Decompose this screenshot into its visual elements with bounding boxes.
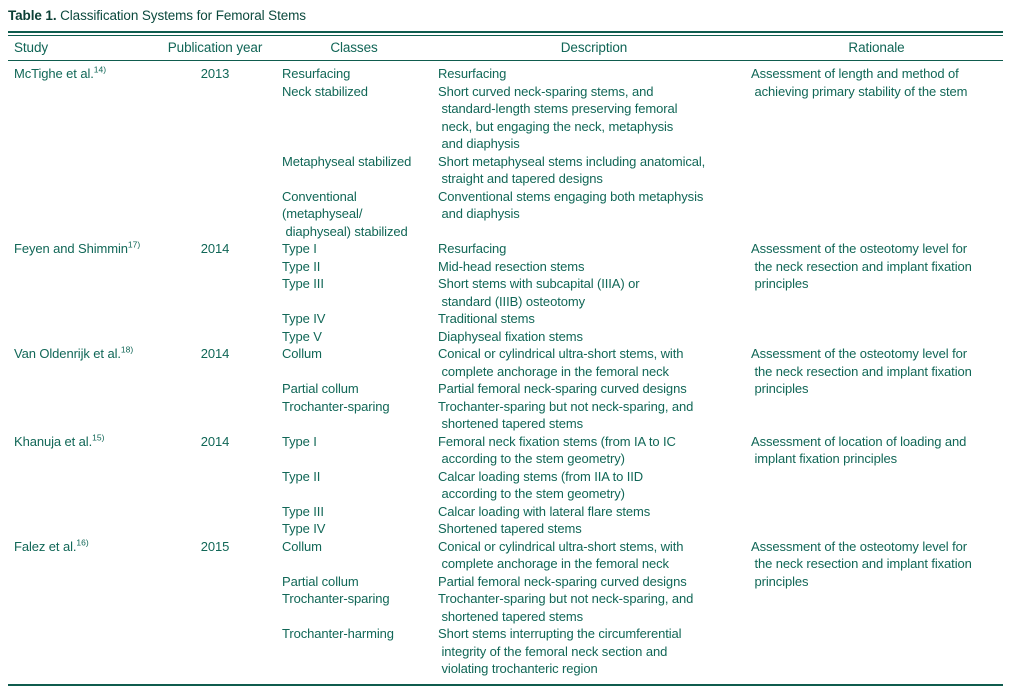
table-body: McTighe et al.14) 2013 Resurfacing Resur… <box>8 61 1003 686</box>
class-label: Trochanter-harming <box>282 626 394 641</box>
class-description: Calcar loading with lateral flare stems <box>438 503 651 519</box>
class-label: Partial collum <box>282 381 359 396</box>
class-label: Type IV <box>282 311 326 326</box>
classes-descriptions: Type I Femoral neck fixation stems (from… <box>270 433 750 538</box>
class-label: Type I <box>282 433 317 449</box>
class-description: Mid-head resection stems <box>438 258 585 274</box>
header-classes: Classes <box>330 40 378 55</box>
class-label: Trochanter-sparing <box>282 591 390 606</box>
class-label: Type II <box>282 258 321 274</box>
classes-descriptions: Collum Conical or cylindrical ultra-shor… <box>270 345 750 433</box>
classes-descriptions: Resurfacing Resurfacing Neck stabilized … <box>270 65 750 240</box>
class-description: Calcar loading stems (from IIA to IID ac… <box>438 468 644 502</box>
reference-superscript: 17) <box>127 239 141 250</box>
class-label: Conventional (metaphyseal/ diaphyseal) s… <box>282 188 408 239</box>
rationale-cell: Assessment of the osteotomy level for th… <box>751 241 972 291</box>
class-description: Diaphyseal fixation stems <box>438 328 583 344</box>
rationale-cell: Assessment of location of loading and im… <box>751 433 967 467</box>
table-title-text: Classification Systems for Femoral Stems <box>56 8 306 23</box>
reference-superscript: 14) <box>93 64 107 75</box>
table-row: Van Oldenrijk et al.18) 2014 Collum Coni… <box>8 345 1003 433</box>
table-row: Feyen and Shimmin17) 2014 Type I Resurfa… <box>8 240 1003 345</box>
header-rationale: Rationale <box>848 40 905 55</box>
year-cell: 2015 <box>200 538 230 554</box>
class-label: Collum <box>282 538 322 554</box>
header-description: Description <box>560 40 628 55</box>
study-cell: Khanuja et al.15) <box>8 433 160 451</box>
year-cell: 2014 <box>200 346 230 361</box>
header-study: Study <box>14 40 49 55</box>
class-label: Type III <box>282 276 324 291</box>
class-description: Traditional stems <box>438 311 535 326</box>
table-top-rule <box>8 31 1003 36</box>
study-cell: Van Oldenrijk et al.18) <box>8 345 160 363</box>
study-cell: Feyen and Shimmin17) <box>8 240 160 258</box>
table-row: Khanuja et al.15) 2014 Type I Femoral ne… <box>8 433 1003 538</box>
class-description: Short metaphyseal stems including anatom… <box>438 153 706 187</box>
class-label: Resurfacing <box>282 66 351 81</box>
rationale-cell: Assessment of length and method of achie… <box>751 66 968 99</box>
reference-superscript: 16) <box>76 537 89 548</box>
class-label: Type V <box>282 328 322 344</box>
table-row: McTighe et al.14) 2013 Resurfacing Resur… <box>8 65 1003 240</box>
study-cell: McTighe et al.14) <box>8 65 160 83</box>
class-label: Metaphyseal stabilized <box>282 153 412 169</box>
class-description: Femoral neck fixation stems (from IA to … <box>438 433 676 467</box>
class-description: Trochanter-sparing but not neck-sparing,… <box>438 398 694 432</box>
table-header-row: Study Publication year Classes Descripti… <box>8 36 1003 61</box>
rationale-cell: Assessment of the osteotomy level for th… <box>751 538 972 589</box>
table-row: Falez et al.16) 2015 Collum Conical or c… <box>8 538 1003 678</box>
class-description: Partial femoral neck-sparing curved desi… <box>438 381 687 396</box>
class-description: Partial femoral neck-sparing curved desi… <box>438 573 687 589</box>
year-cell: 2013 <box>200 66 230 81</box>
class-description: Conventional stems engaging both metaphy… <box>438 188 704 222</box>
study-name: McTighe et al. <box>14 66 94 81</box>
rationale-cell: Assessment of the osteotomy level for th… <box>751 346 972 396</box>
class-label: Type III <box>282 503 324 519</box>
reference-superscript: 18) <box>120 344 134 355</box>
class-description: Short curved neck-sparing stems, and sta… <box>438 83 678 152</box>
class-label: Trochanter-sparing <box>282 398 390 414</box>
class-description: Resurfacing <box>438 66 507 81</box>
table-title: Table 1. Classification Systems for Femo… <box>8 7 1003 24</box>
study-name: Feyen and Shimmin <box>14 241 128 256</box>
class-description: Shortened tapered stems <box>438 521 582 536</box>
table-title-label: Table 1. <box>8 8 57 23</box>
class-label: Neck stabilized <box>282 83 368 99</box>
class-label: Type I <box>282 241 317 256</box>
class-label: Type II <box>282 468 321 484</box>
header-publication-year: Publication year <box>167 40 263 55</box>
study-cell: Falez et al.16) <box>8 538 160 556</box>
year-cell: 2014 <box>200 241 230 256</box>
class-label: Collum <box>282 346 322 361</box>
class-description: Conical or cylindrical ultra-short stems… <box>438 538 684 572</box>
class-description: Short stems interrupting the circumferen… <box>438 626 682 676</box>
classes-descriptions: Collum Conical or cylindrical ultra-shor… <box>270 538 750 678</box>
classes-descriptions: Type I Resurfacing Type II Mid-head rese… <box>270 240 750 345</box>
study-name: Khanuja et al. <box>14 433 93 449</box>
class-description: Resurfacing <box>438 241 507 256</box>
reference-superscript: 15) <box>92 432 105 443</box>
class-description: Trochanter-sparing but not neck-sparing,… <box>438 591 694 624</box>
class-label: Partial collum <box>282 573 359 589</box>
study-name: Van Oldenrijk et al. <box>14 346 121 361</box>
year-cell: 2014 <box>200 433 230 449</box>
study-name: Falez et al. <box>14 538 77 554</box>
class-description: Short stems with subcapital (IIIA) or st… <box>438 276 640 309</box>
class-label: Type IV <box>282 521 326 536</box>
class-description: Conical or cylindrical ultra-short stems… <box>438 346 684 379</box>
